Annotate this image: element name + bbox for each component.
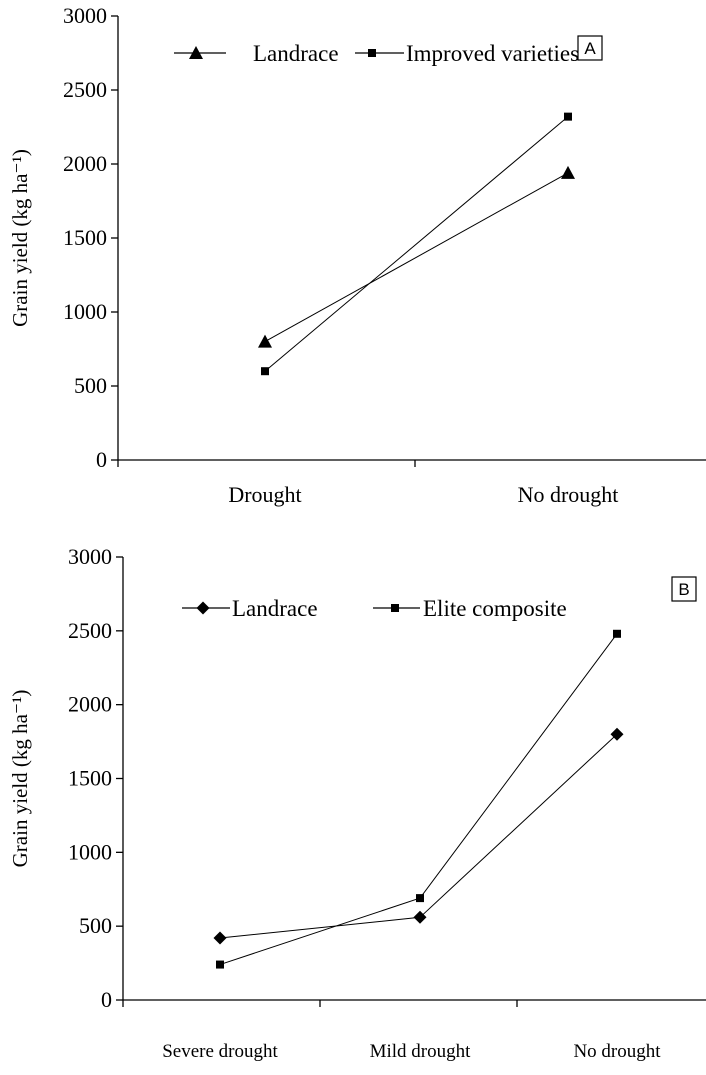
series-line bbox=[219, 733, 618, 939]
legend-item: Landrace bbox=[174, 41, 339, 66]
legend-item: Landrace bbox=[182, 596, 318, 621]
y-tick-label: 1500 bbox=[63, 225, 107, 250]
x-category-label: Drought bbox=[228, 482, 301, 507]
data-point bbox=[564, 112, 572, 121]
legend-item: Elite composite bbox=[373, 596, 567, 621]
series-elite-composite bbox=[216, 629, 621, 969]
panel-label: B bbox=[671, 576, 697, 602]
data-point bbox=[216, 960, 224, 969]
series-landrace bbox=[213, 727, 624, 945]
legend-marker bbox=[368, 49, 376, 57]
data-point bbox=[261, 367, 269, 376]
x-category-label: Severe drought bbox=[162, 1041, 278, 1062]
y-tick-label: 1000 bbox=[68, 839, 112, 864]
y-axis-title: Grain yield (kg ha⁻¹) bbox=[8, 149, 32, 327]
panel-b: 0 500 1000 1500 2000 2500 3000 Severe drought Mi… bbox=[8, 544, 706, 1062]
series-line bbox=[264, 116, 569, 372]
legend-label: Elite composite bbox=[423, 596, 567, 621]
y-tick-label: 0 bbox=[96, 447, 107, 472]
y-tick-label: 3000 bbox=[68, 544, 112, 569]
data-point bbox=[213, 931, 227, 945]
y-tick-label: 2000 bbox=[68, 692, 112, 717]
data-point bbox=[413, 910, 427, 924]
legend-marker bbox=[189, 46, 203, 59]
panel-label-text: B bbox=[678, 580, 689, 599]
y-tick-label: 1000 bbox=[63, 299, 107, 324]
series-landrace bbox=[258, 165, 575, 348]
y-axis-title: Grain yield (kg ha⁻¹) bbox=[8, 690, 32, 868]
legend: Landrace Improved varieties bbox=[174, 41, 579, 66]
data-point bbox=[610, 727, 624, 741]
panel-label-text: A bbox=[584, 39, 596, 58]
panel-label: A bbox=[577, 35, 603, 61]
legend-marker bbox=[391, 604, 399, 612]
series-improved-varieties bbox=[261, 112, 572, 376]
y-tick-label: 500 bbox=[79, 913, 112, 938]
legend-item: Improved varieties bbox=[355, 41, 579, 66]
y-tick-label: 0 bbox=[101, 987, 112, 1012]
legend-label: Improved varieties bbox=[406, 41, 579, 66]
x-category-label: No drought bbox=[573, 1041, 661, 1062]
panel-label-box bbox=[577, 35, 603, 61]
legend: Landrace Elite composite bbox=[182, 596, 567, 621]
legend-marker bbox=[196, 601, 210, 615]
panel-label-box bbox=[671, 576, 697, 602]
x-category-label: Mild drought bbox=[370, 1041, 472, 1062]
x-category-label: No drought bbox=[518, 482, 619, 507]
y-tick-label: 2000 bbox=[63, 151, 107, 176]
y-tick-label: 500 bbox=[74, 373, 107, 398]
data-point bbox=[258, 334, 272, 348]
series-line bbox=[264, 172, 569, 343]
legend-label: Landrace bbox=[232, 596, 318, 621]
data-point bbox=[416, 894, 424, 903]
panel-a: 0 500 1000 1500 2000 2500 3000 Drought No drough… bbox=[8, 3, 706, 507]
y-tick-label: 3000 bbox=[63, 3, 107, 28]
y-tick-label: 2500 bbox=[68, 618, 112, 643]
data-point bbox=[613, 629, 621, 638]
y-tick-label: 1500 bbox=[68, 766, 112, 791]
data-point bbox=[561, 165, 575, 179]
legend-label: Landrace bbox=[253, 41, 339, 66]
y-tick-label: 2500 bbox=[63, 77, 107, 102]
